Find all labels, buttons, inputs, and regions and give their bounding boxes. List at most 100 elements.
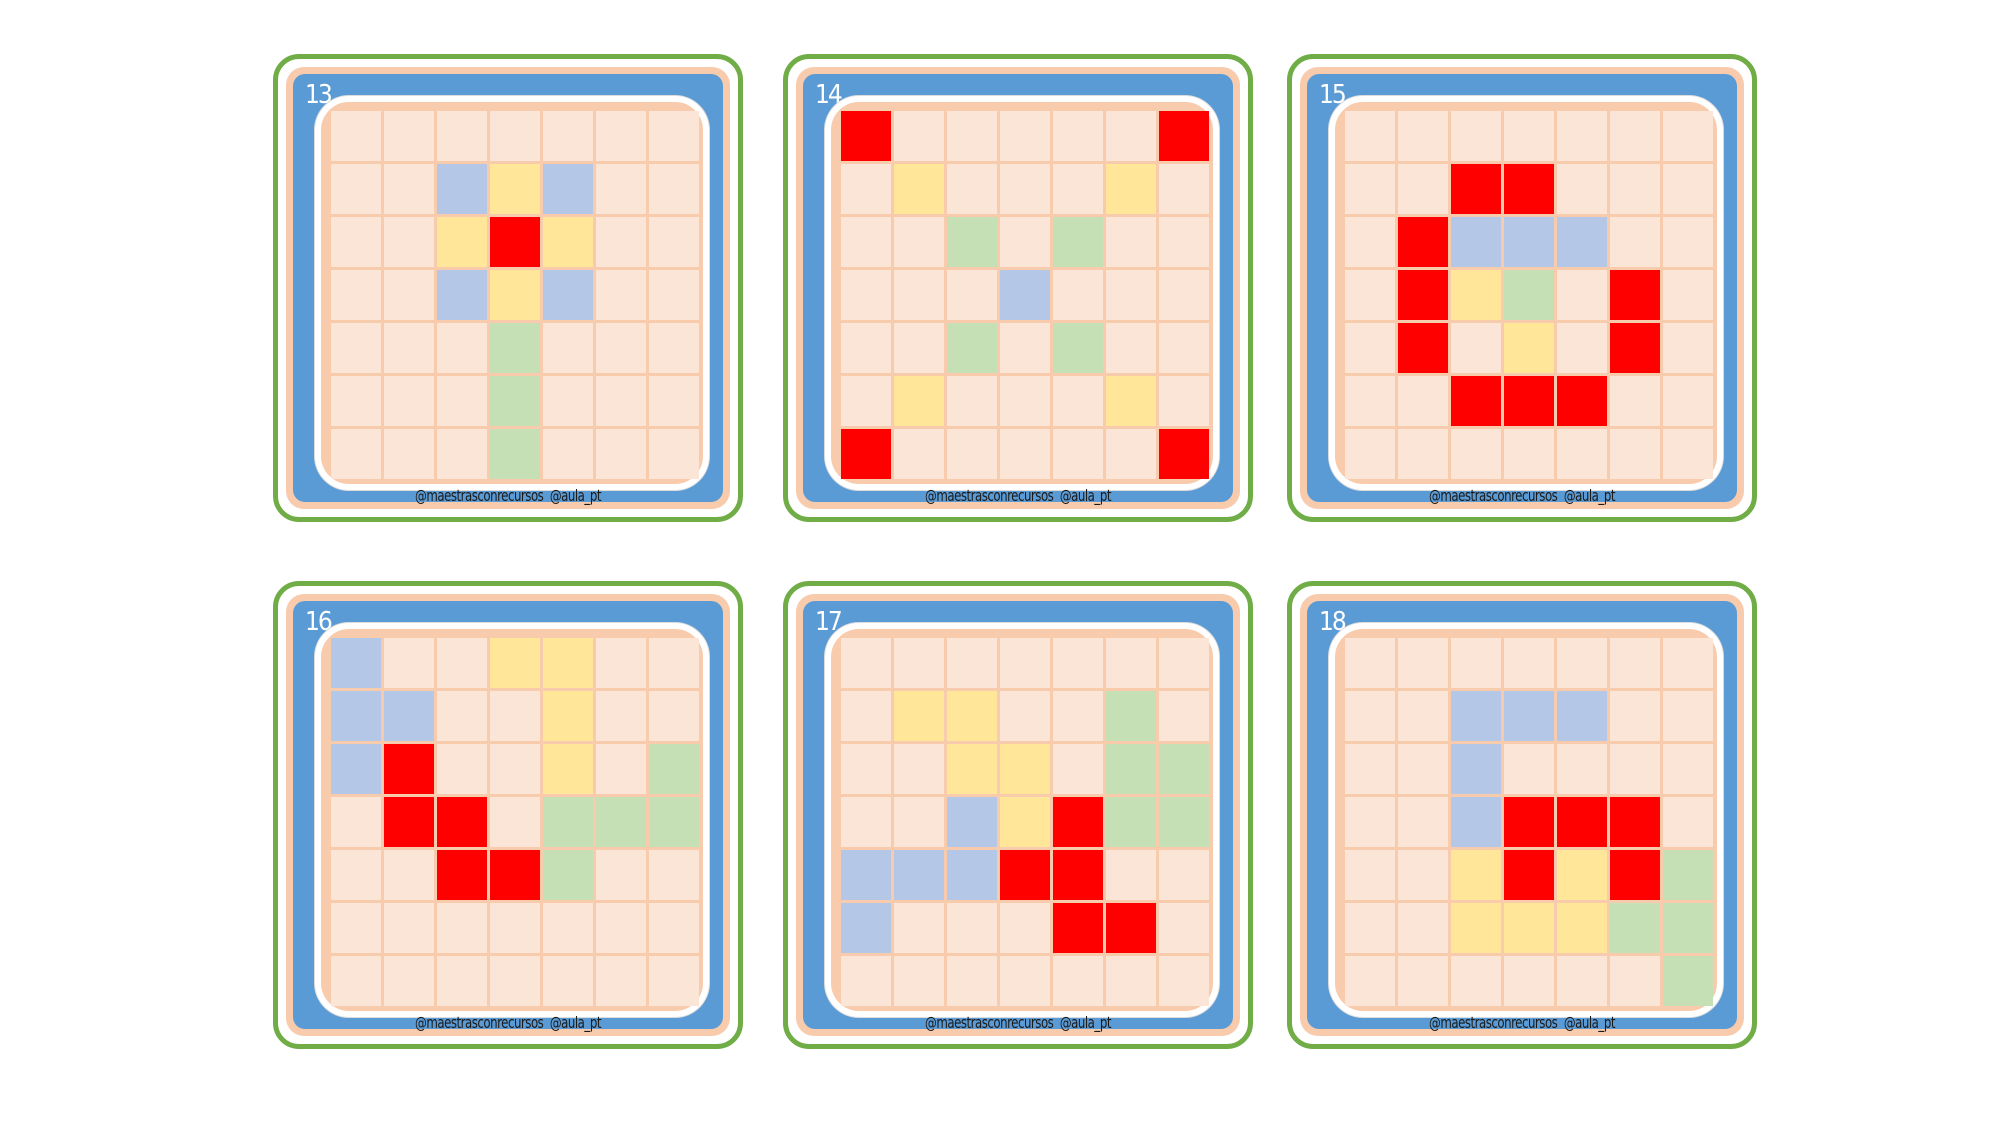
grid-cell-empty — [1053, 638, 1103, 688]
grid-cell-blue — [947, 797, 997, 847]
grid-cell-empty — [1610, 744, 1660, 794]
grid-cell-empty — [841, 691, 891, 741]
grid-cell-empty — [841, 797, 891, 847]
grid-cell-empty — [437, 429, 487, 479]
grid-cell-empty — [331, 903, 381, 953]
grid-cell-empty — [1663, 323, 1713, 373]
credit-text: @maestrasconrecursos @aula_pt — [415, 486, 601, 505]
grid-cell-empty — [894, 217, 944, 267]
grid-cell-green — [1663, 956, 1713, 1006]
grid-cell-empty — [596, 164, 646, 214]
pattern-board — [315, 96, 709, 490]
grid-cell-empty — [1398, 691, 1448, 741]
grid-cell-yellow — [1106, 376, 1156, 426]
grid-cell-green — [543, 797, 593, 847]
grid-cell-empty — [490, 744, 540, 794]
grid-cell-empty — [490, 956, 540, 1006]
grid-cell-empty — [1106, 111, 1156, 161]
pattern-board — [825, 623, 1219, 1017]
grid-cell-blue — [437, 164, 487, 214]
grid-cell-red — [1610, 850, 1660, 900]
grid-cell-red — [437, 797, 487, 847]
grid-cell-green — [1159, 797, 1209, 847]
grid-cell-empty — [543, 376, 593, 426]
grid-cell-empty — [841, 956, 891, 1006]
grid-cell-red — [1159, 111, 1209, 161]
card-blue-frame: 14 @maestrasconrecursos @aula_pt — [803, 74, 1233, 505]
grid-cell-empty — [1106, 429, 1156, 479]
grid-cell-empty — [1451, 111, 1501, 161]
grid-cell-blue — [331, 638, 381, 688]
grid-cell-empty — [596, 376, 646, 426]
grid-cell-empty — [437, 691, 487, 741]
grid-cell-empty — [1345, 323, 1395, 373]
grid-cell-empty — [1663, 638, 1713, 688]
grid-cell-empty — [1053, 111, 1103, 161]
grid-cell-yellow — [1504, 903, 1554, 953]
grid-cell-yellow — [1557, 903, 1607, 953]
grid-cell-blue — [1504, 691, 1554, 741]
grid-cell-yellow — [543, 744, 593, 794]
grid-cell-empty — [1000, 111, 1050, 161]
grid-cell-empty — [331, 797, 381, 847]
grid-cell-empty — [1610, 429, 1660, 479]
pattern-card: 16 @maestrasconrecursos @aula_pt — [273, 581, 743, 1049]
grid-cell-red — [1053, 903, 1103, 953]
grid-cell-empty — [384, 956, 434, 1006]
grid-cell-empty — [841, 638, 891, 688]
card-blue-frame: 16 @maestrasconrecursos @aula_pt — [293, 601, 723, 1032]
grid-cell-empty — [1053, 744, 1103, 794]
grid-cell-green — [490, 323, 540, 373]
grid-cell-empty — [1106, 270, 1156, 320]
grid-cell-empty — [1345, 270, 1395, 320]
grid-cell-green — [1663, 903, 1713, 953]
grid-cell-empty — [1345, 903, 1395, 953]
grid-cell-yellow — [947, 691, 997, 741]
grid-cell-red — [437, 850, 487, 900]
grid-cell-empty — [947, 111, 997, 161]
grid-cell-green — [1663, 850, 1713, 900]
grid-cell-empty — [1106, 217, 1156, 267]
grid-cell-empty — [331, 270, 381, 320]
grid-cell-empty — [1504, 638, 1554, 688]
grid-cell-red — [1000, 850, 1050, 900]
pattern-grid — [841, 638, 1209, 1006]
grid-cell-empty — [490, 691, 540, 741]
pattern-grid — [1345, 638, 1713, 1006]
grid-cell-empty — [1398, 164, 1448, 214]
grid-cell-empty — [1557, 638, 1607, 688]
grid-cell-empty — [1663, 217, 1713, 267]
grid-cell-green — [1053, 217, 1103, 267]
grid-cell-empty — [1557, 744, 1607, 794]
grid-cell-yellow — [1504, 323, 1554, 373]
grid-cell-empty — [384, 217, 434, 267]
grid-cell-empty — [1610, 638, 1660, 688]
grid-cell-empty — [649, 956, 699, 1006]
grid-cell-red — [384, 744, 434, 794]
grid-cell-blue — [543, 164, 593, 214]
grid-cell-red — [1053, 850, 1103, 900]
grid-cell-empty — [841, 270, 891, 320]
grid-cell-blue — [1451, 744, 1501, 794]
grid-cell-blue — [384, 691, 434, 741]
grid-cell-empty — [596, 903, 646, 953]
grid-cell-red — [1159, 429, 1209, 479]
grid-cell-empty — [437, 111, 487, 161]
grid-cell-empty — [1398, 111, 1448, 161]
grid-cell-empty — [894, 429, 944, 479]
grid-cell-red — [1610, 797, 1660, 847]
grid-cell-empty — [1610, 111, 1660, 161]
grid-cell-red — [841, 111, 891, 161]
grid-cell-empty — [384, 376, 434, 426]
grid-cell-empty — [1398, 376, 1448, 426]
grid-cell-empty — [1345, 744, 1395, 794]
grid-cell-empty — [1398, 797, 1448, 847]
card-blue-frame: 15 @maestrasconrecursos @aula_pt — [1307, 74, 1737, 505]
grid-cell-empty — [490, 111, 540, 161]
grid-cell-blue — [1451, 217, 1501, 267]
grid-cell-empty — [1159, 903, 1209, 953]
grid-cell-empty — [596, 956, 646, 1006]
grid-cell-empty — [947, 270, 997, 320]
grid-cell-empty — [649, 270, 699, 320]
grid-cell-yellow — [543, 691, 593, 741]
